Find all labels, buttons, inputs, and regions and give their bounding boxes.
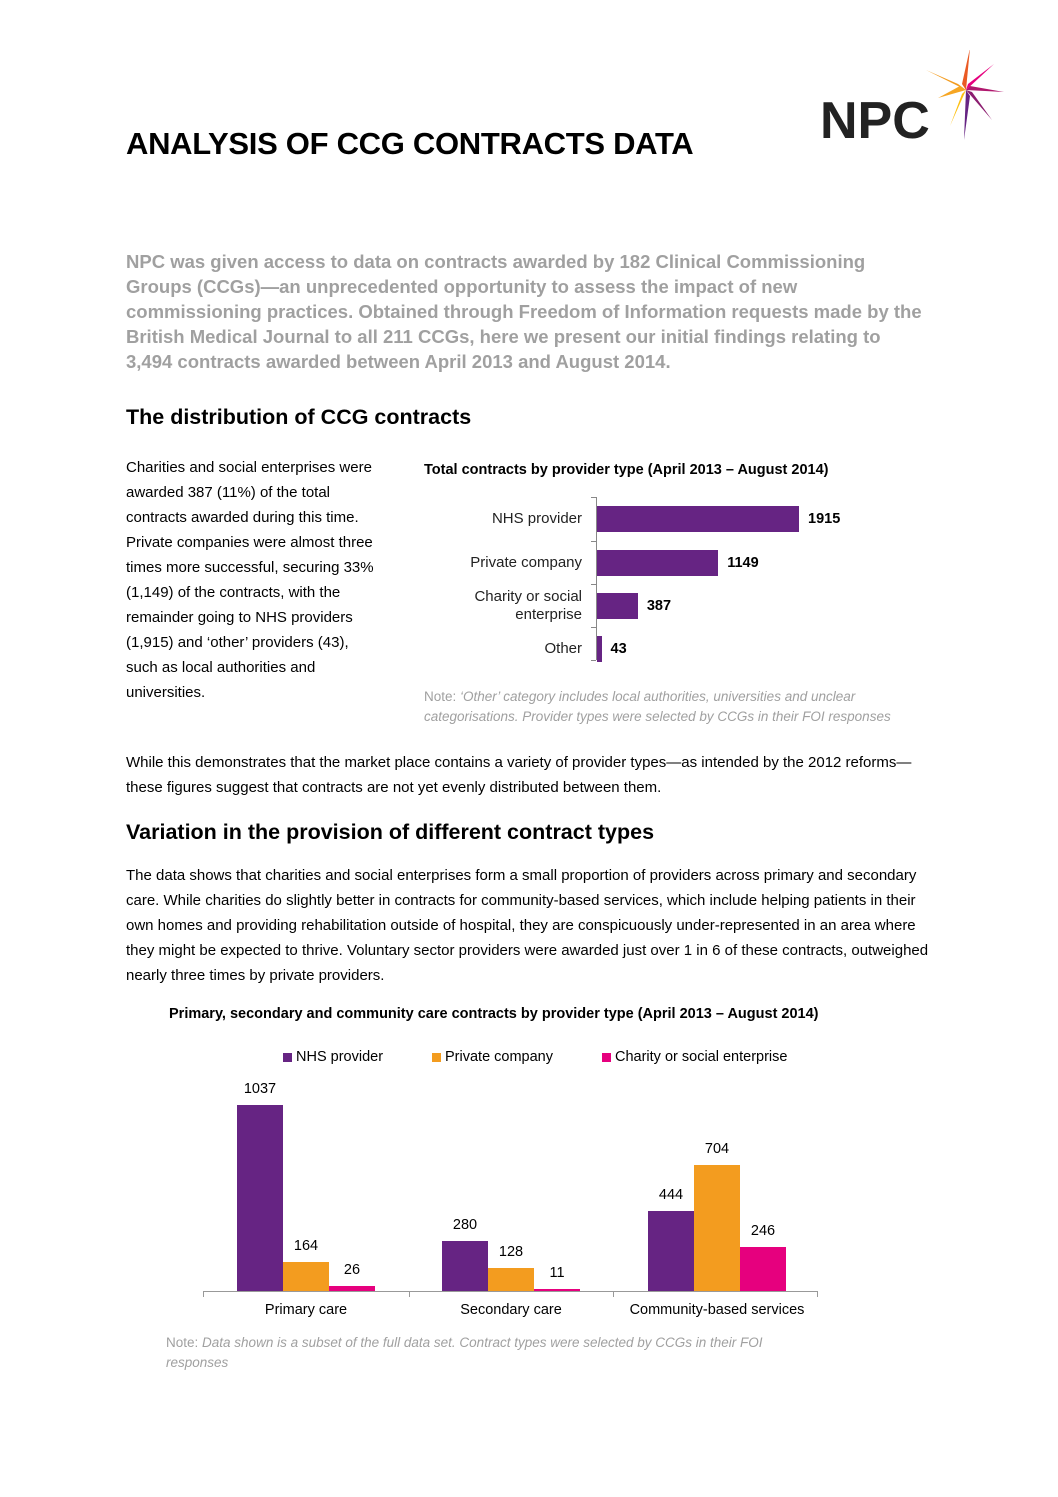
intro-paragraph: NPC was given access to data on contract… xyxy=(126,251,922,372)
category-label: Other xyxy=(544,640,582,657)
value-label: 26 xyxy=(343,1262,361,1279)
value-label: 164 xyxy=(293,1237,319,1254)
bar xyxy=(283,1261,329,1291)
section-text: The data shows that charities and social… xyxy=(126,867,929,984)
value-label: 280 xyxy=(452,1216,478,1233)
chart-title: Total contracts by provider type (April … xyxy=(424,462,829,478)
bar xyxy=(648,1211,694,1291)
note-label: Note: xyxy=(424,689,461,704)
chart-title: Primary, secondary and community care co… xyxy=(169,1006,819,1022)
chart-note: Note: ‘Other’ category includes local au… xyxy=(424,687,924,727)
legend-swatch xyxy=(602,1052,611,1062)
note-text: ‘Other’ category includes local authorit… xyxy=(424,689,891,724)
axis-tick xyxy=(591,660,596,661)
category-label: Secondary care xyxy=(460,1302,562,1318)
value-label: 387 xyxy=(646,598,672,614)
note-text: Data shown is a subset of the full data … xyxy=(166,1335,763,1370)
bar xyxy=(442,1240,488,1291)
value-label: 1915 xyxy=(808,511,841,527)
npc-logo: NPC xyxy=(818,48,1008,150)
bar xyxy=(740,1246,786,1291)
axis-tick xyxy=(591,541,596,542)
value-label: 11 xyxy=(549,1265,565,1282)
note-label: Note: xyxy=(166,1335,203,1350)
axis-tick xyxy=(591,584,596,585)
category-label: Community-based services xyxy=(629,1302,805,1318)
axis-tick xyxy=(409,1291,410,1297)
legend-swatch xyxy=(283,1052,292,1062)
legend-swatch xyxy=(432,1052,441,1062)
legend-label: NHS provider xyxy=(296,1049,384,1065)
bar xyxy=(534,1289,580,1291)
value-label: 1037 xyxy=(243,1081,277,1097)
axis-tick xyxy=(591,627,596,628)
bar xyxy=(597,506,799,532)
bar xyxy=(488,1268,534,1291)
category-label: Charity or social enterprise xyxy=(474,588,582,623)
section-heading: The distribution of CCG contracts xyxy=(126,405,472,429)
bar xyxy=(237,1105,283,1291)
legend-item: NHS provider xyxy=(283,1049,383,1065)
bar xyxy=(597,593,638,619)
axis-line xyxy=(203,1291,818,1292)
chart-note: Note: Data shown is a subset of the full… xyxy=(166,1333,806,1373)
axis-tick xyxy=(613,1291,614,1297)
bar xyxy=(329,1286,375,1291)
category-label: NHS provider xyxy=(491,510,582,527)
axis-tick xyxy=(817,1291,818,1297)
axis-line xyxy=(596,497,597,660)
legend-item: Charity or social enterprise xyxy=(602,1049,787,1065)
section-text: Charities and social enterprises were aw… xyxy=(126,459,374,701)
bar xyxy=(597,550,719,576)
legend-label: Private company xyxy=(445,1049,553,1065)
bar xyxy=(694,1164,740,1291)
value-label: 128 xyxy=(498,1244,524,1261)
value-label: 246 xyxy=(750,1222,776,1239)
section-text: While this demonstrates that the market … xyxy=(126,754,912,796)
value-label: 1149 xyxy=(727,555,759,571)
category-label: Primary care xyxy=(264,1302,348,1318)
category-label: Private company xyxy=(470,554,582,571)
svg-text:NPC: NPC xyxy=(820,92,930,150)
legend-item: Private company xyxy=(432,1049,553,1065)
legend-label: Charity or social enterprise xyxy=(615,1049,788,1065)
value-label: 704 xyxy=(704,1140,730,1157)
value-label: 444 xyxy=(658,1187,684,1204)
value-label: 43 xyxy=(610,641,627,657)
bar xyxy=(597,636,602,662)
axis-tick xyxy=(203,1291,204,1297)
page-title: ANALYSIS OF CCG CONTRACTS DATA xyxy=(126,126,694,161)
section-heading: Variation in the provision of different … xyxy=(126,820,655,844)
axis-tick xyxy=(591,497,596,498)
